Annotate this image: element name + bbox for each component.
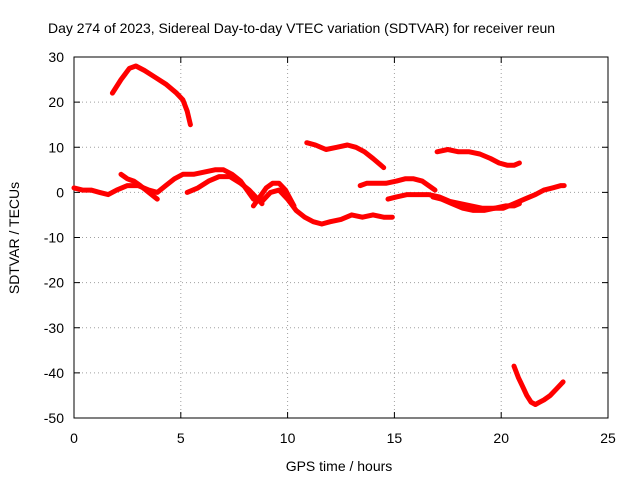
y-tick-label: -40 [44, 365, 64, 381]
grid-lines [74, 57, 608, 418]
series-arc-1 [109, 63, 193, 128]
y-tick-label: 30 [48, 49, 64, 65]
series-arc-9 [430, 194, 522, 213]
series-arc-7 [357, 176, 438, 193]
series-arc-3 [118, 171, 160, 202]
y-tick-label: -10 [44, 230, 64, 246]
series-arc-4 [184, 174, 265, 207]
series-arc-8 [385, 183, 567, 211]
y-tick-label: 10 [48, 139, 64, 155]
series-arc-11 [511, 363, 566, 407]
y-tick-label: 0 [56, 184, 64, 200]
y-tick-label: 20 [48, 94, 64, 110]
x-tick-label: 0 [70, 430, 78, 446]
chart-title: Day 274 of 2023, Sidereal Day-to-day VTE… [48, 20, 555, 36]
x-tick-label: 15 [387, 430, 403, 446]
x-tick-label: 10 [280, 430, 296, 446]
y-axis-label: SDTVAR / TECUs [6, 182, 22, 294]
y-tick-label: -50 [44, 410, 64, 426]
series-arc-10 [434, 147, 522, 168]
x-tick-label: 5 [177, 430, 185, 446]
y-tick-label: -20 [44, 275, 64, 291]
data-series [71, 63, 567, 407]
x-tick-label: 25 [600, 430, 616, 446]
series-arc-5 [250, 180, 297, 209]
axis-ticks: 0 5 10 15 20 25 -50 -40 -30 -20 -10 0 10 20 30 [44, 49, 616, 446]
x-axis-label: GPS time / hours [286, 458, 393, 474]
y-tick-label: -30 [44, 320, 64, 336]
x-tick-label: 20 [493, 430, 509, 446]
series-arc-6 [304, 140, 387, 171]
